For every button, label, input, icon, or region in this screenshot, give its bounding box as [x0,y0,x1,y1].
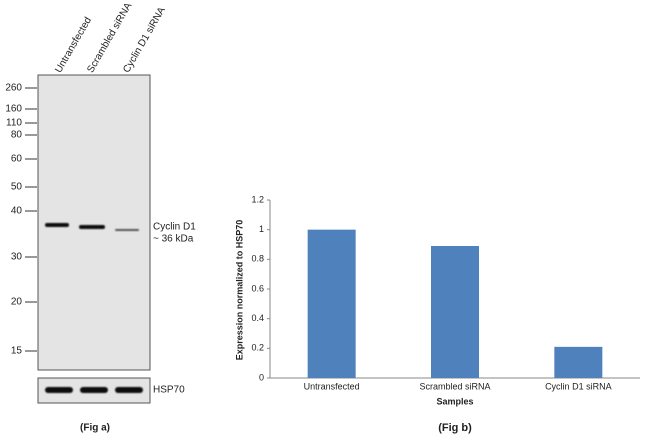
marker-label: 60 [11,154,23,165]
marker-label: 20 [11,297,23,308]
marker-label: 160 [5,104,22,115]
caption: (Fig b) [438,422,472,434]
y-tick-label: 0 [259,372,264,382]
bar [554,346,603,378]
band [115,387,143,393]
y-tick-label: 0.2 [251,343,264,353]
band [80,387,108,393]
control-label: HSP70 [153,385,185,396]
x-axis-label: Samples [436,396,473,406]
y-tick-label: 1 [259,224,264,234]
x-tick-label: Scrambled siRNA [419,381,490,391]
x-tick-label: Cyclin D1 siRNA [545,381,612,391]
band [115,229,139,231]
y-tick-label: 0.6 [251,283,264,293]
bands [45,223,143,393]
marker-label: 15 [11,346,23,357]
bar [431,245,479,378]
marker-label: 110 [6,118,22,129]
marker-label: 80 [11,130,23,141]
bar [307,229,356,378]
y-tick-label: 0.4 [251,313,264,323]
x-tick-label: Untransfected [304,381,360,391]
y-tick-label: 1.2 [251,194,264,204]
blot-membrane [37,74,151,371]
marker-label: 30 [11,252,23,263]
band-label: Cyclin D1 [153,222,196,233]
marker-label: 40 [11,206,23,217]
marker-label: 50 [11,182,23,193]
band [45,223,69,227]
western-blot: Cyclin D1 ~ 36 kDa HSP70 (Fig a) 260 160 1… [5,1,196,434]
y-tick-label: 0.8 [251,254,264,264]
chart: Expression normalized to HSP70 Samples (… [234,194,640,434]
band [45,387,73,393]
caption: (Fig a) [80,423,110,434]
band [79,225,105,229]
band-size: ~ 36 kDa [153,234,194,245]
marker-label: 260 [5,83,22,94]
y-axis-label: Expression normalized to HSP70 [234,220,244,361]
